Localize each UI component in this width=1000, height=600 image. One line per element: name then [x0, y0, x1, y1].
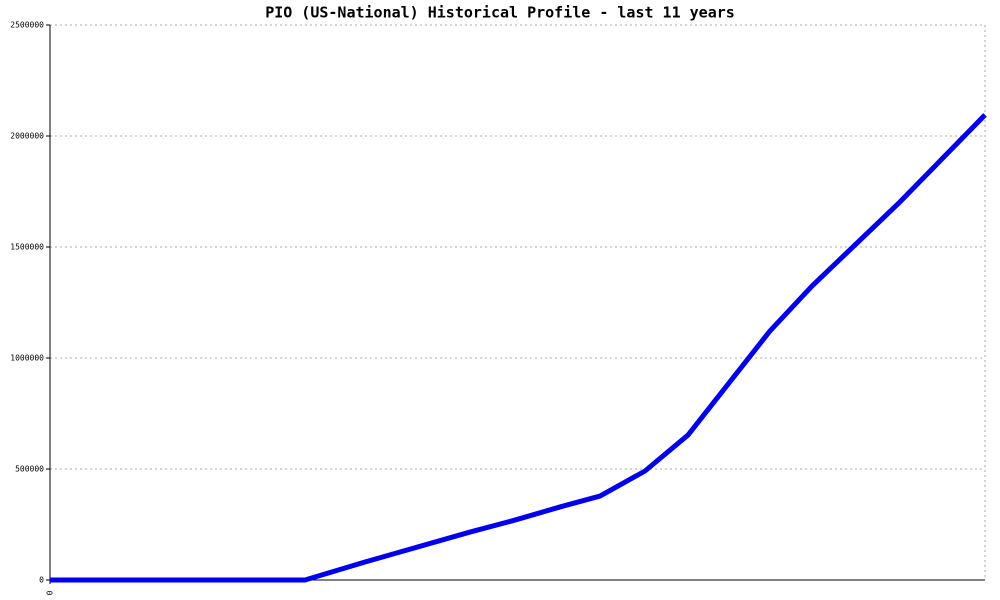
y-tick-label: 500000: [15, 465, 44, 474]
y-tick-label: 1000000: [10, 354, 44, 363]
y-tick-label: 0: [39, 576, 44, 585]
y-tick-label: 1500000: [10, 243, 44, 252]
x-tick-label: 0: [46, 590, 55, 595]
y-tick-label: 2500000: [10, 21, 44, 30]
data-line: [50, 113, 987, 583]
y-tick-label: 2000000: [10, 132, 44, 141]
chart-title: PIO (US-National) Historical Profile - l…: [265, 4, 735, 22]
